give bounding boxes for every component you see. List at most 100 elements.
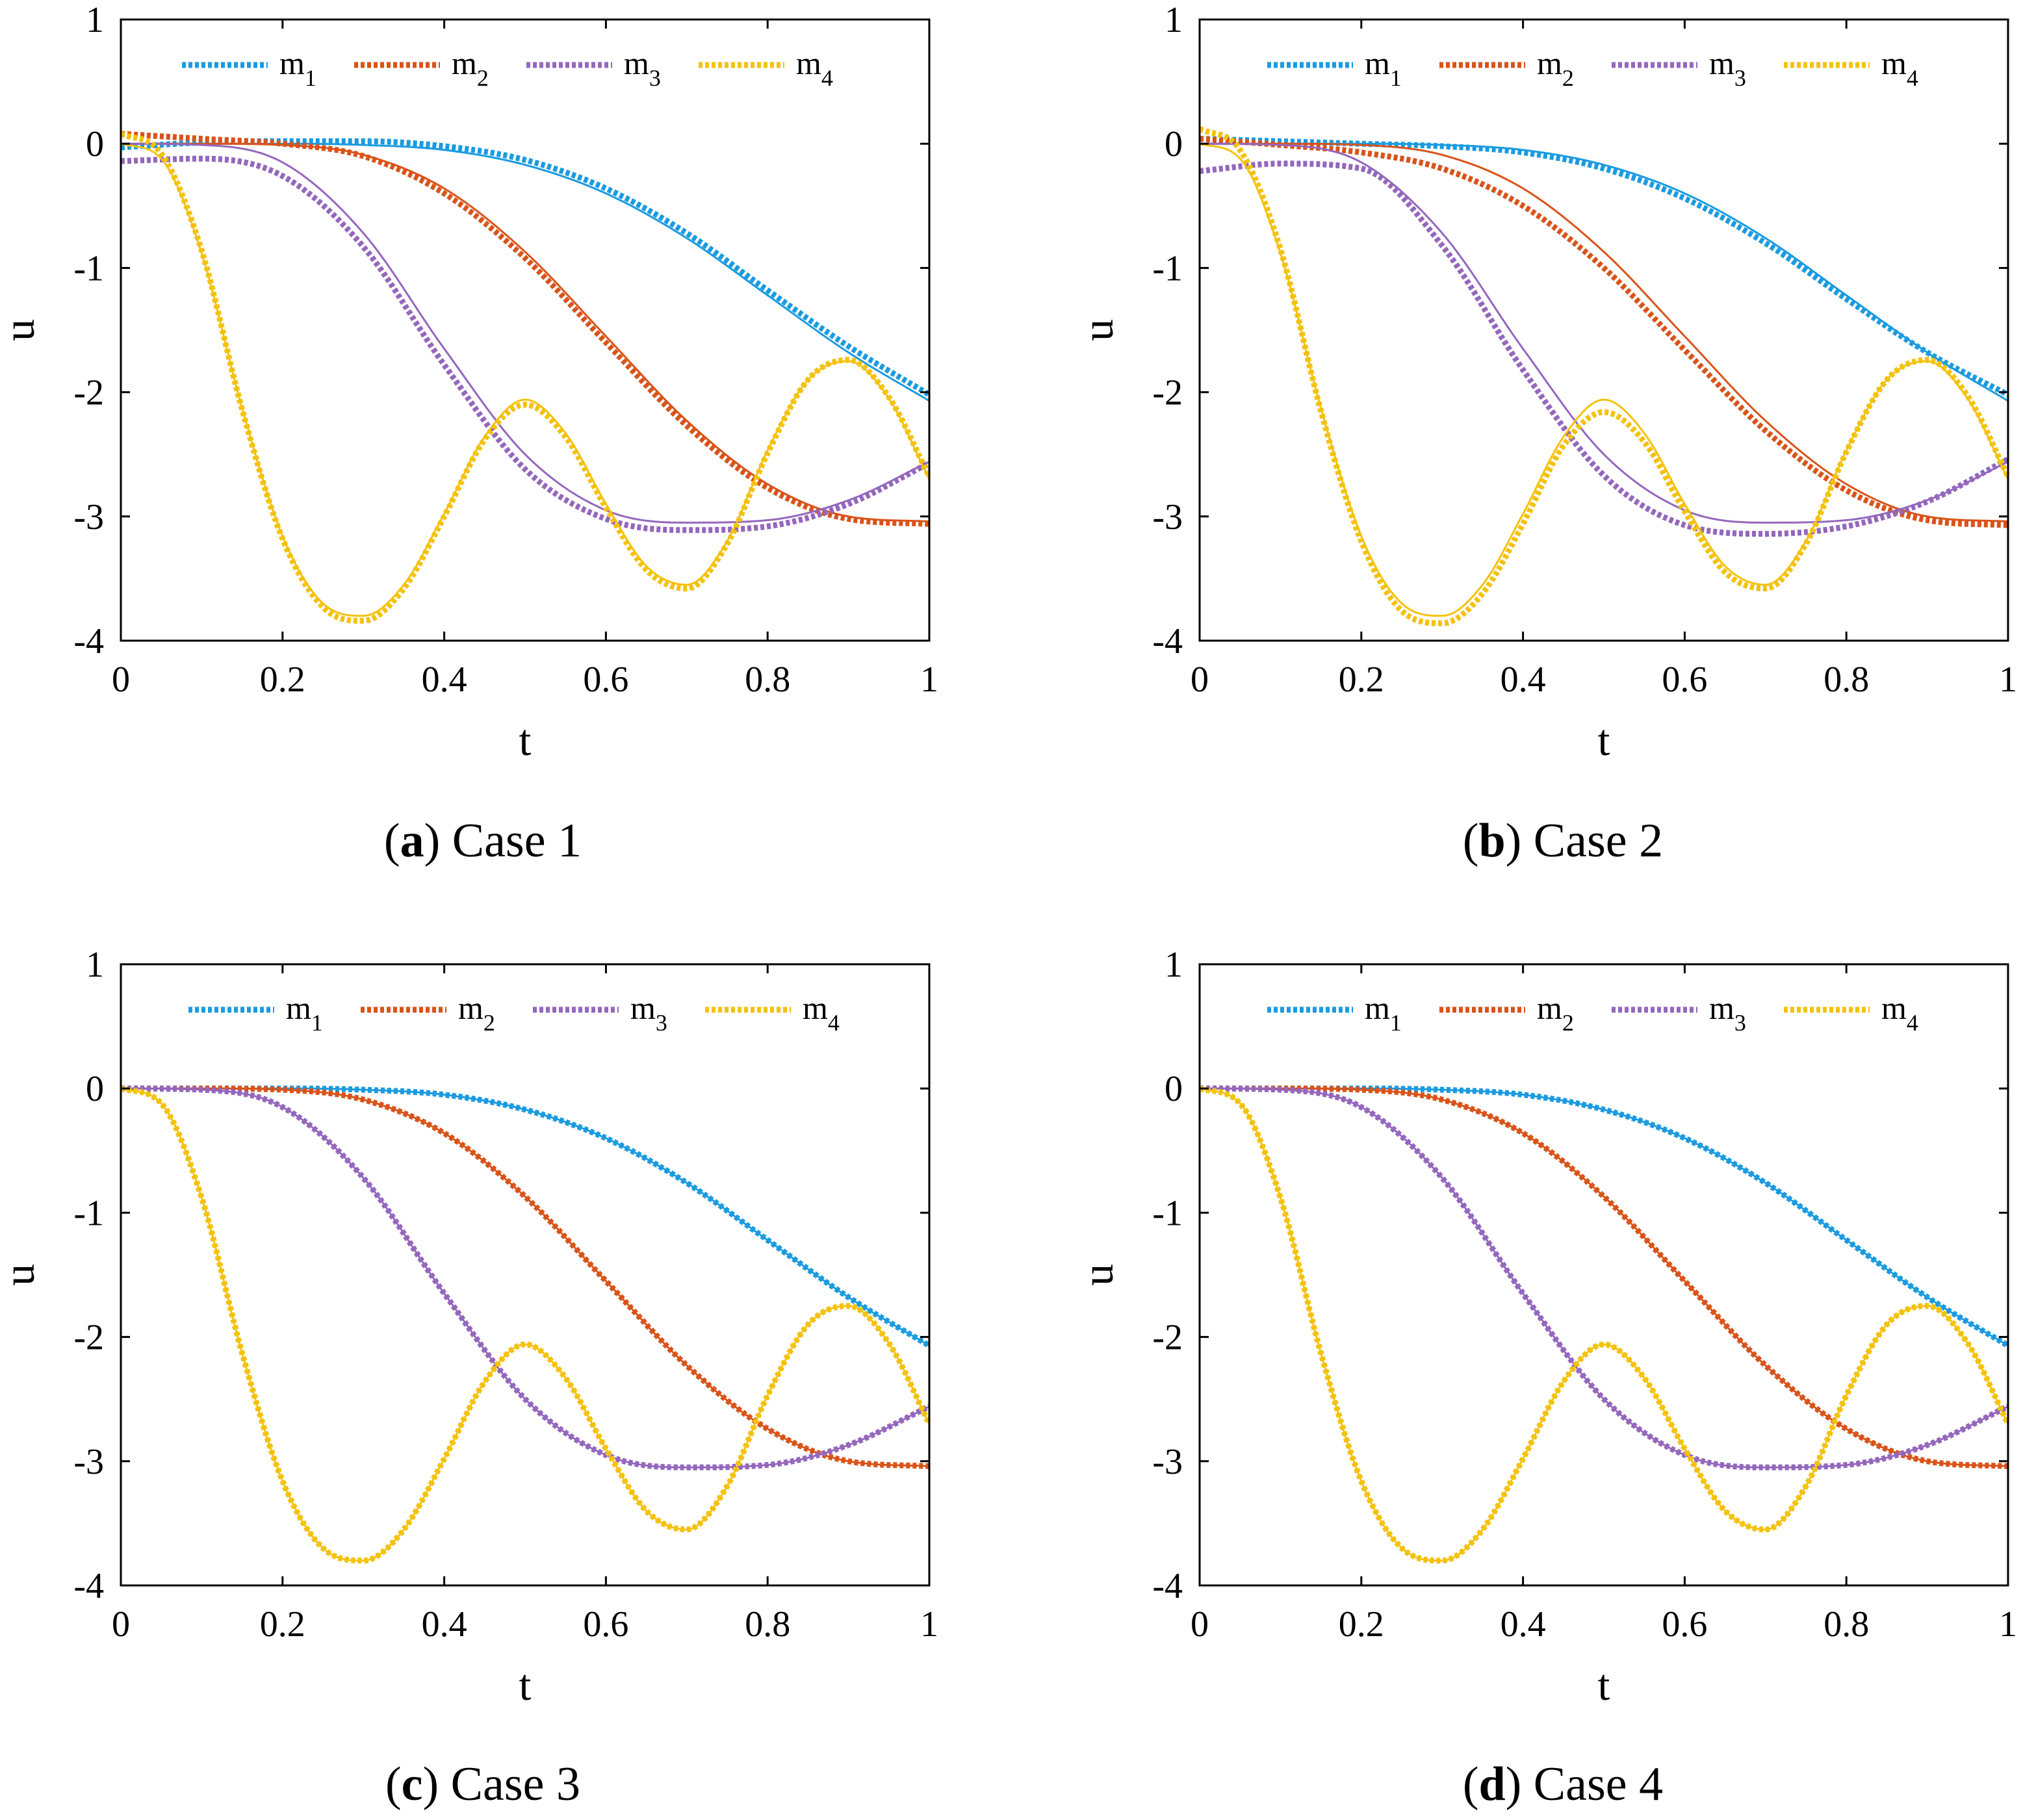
- x-axis-label: t: [519, 1660, 532, 1710]
- curves: [1198, 1085, 2011, 1564]
- x-tick-label: 0.6: [583, 660, 628, 700]
- series-3-exact-line: [1200, 142, 2009, 524]
- legend-entry-subscript: 4: [1907, 65, 1918, 91]
- x-tick-label: 1: [1999, 1604, 2017, 1645]
- x-tick-label: 0.6: [583, 1604, 628, 1645]
- y-tick-label: -1: [73, 248, 104, 288]
- series-3-approx-line: [1199, 160, 2010, 537]
- x-tick-label: 0: [1191, 660, 1209, 700]
- legend-entry-subscript: 3: [649, 65, 661, 91]
- y-tick-label: -1: [1152, 248, 1183, 288]
- legend-entry-3: m3: [624, 45, 661, 91]
- y-tick-label: -3: [73, 497, 104, 537]
- series-2-approx-line: [1199, 136, 2009, 528]
- curves: [120, 131, 933, 624]
- x-tick-label: 0.8: [1823, 1604, 1869, 1645]
- x-tick-label: 0.4: [422, 660, 467, 700]
- legend-entry-2: m2: [1537, 45, 1574, 91]
- legend-entry-subscript: 3: [1734, 1010, 1746, 1036]
- series-3-exact-line: [1200, 1087, 2009, 1468]
- x-tick-label: 0: [1191, 1604, 1209, 1645]
- legend-entry-1: m1: [279, 45, 316, 91]
- series-3-exact-line: [121, 142, 930, 524]
- series-1-approx-line: [1199, 136, 2010, 398]
- legend: m1 m2 m3 m4: [1267, 45, 1918, 91]
- legend-entry-2: m2: [458, 990, 495, 1036]
- y-tick-label: -2: [73, 373, 104, 413]
- series-2-exact-line: [121, 1087, 930, 1467]
- legend-entry-3: m3: [1709, 990, 1746, 1036]
- caption-b: (b) Case 2: [1462, 814, 1664, 867]
- x-tick-label: 1: [1999, 660, 2017, 700]
- x-tick-label: 0.8: [745, 660, 790, 700]
- caption-letter: a: [400, 814, 424, 867]
- legend-entry-subscript: 2: [1562, 1010, 1574, 1036]
- y-tick-label: -3: [1152, 1442, 1183, 1482]
- series-3-approx-line: [120, 155, 931, 533]
- series-4-approx-line: [120, 131, 933, 624]
- x-tick-label: 0.6: [1662, 1604, 1707, 1645]
- series-4-approx-line: [1198, 1085, 2011, 1564]
- series-1-approx-line: [1200, 1085, 2010, 1348]
- caption-a: (a) Case 1: [383, 814, 582, 867]
- legend-entry-1: m1: [1365, 990, 1402, 1036]
- series-4-exact-line: [120, 1087, 931, 1562]
- y-tick-label: 1: [1165, 0, 1183, 40]
- series-1-approx-line: [120, 138, 931, 398]
- y-axis-label: u: [1079, 319, 1122, 341]
- y-tick-label: 1: [86, 945, 104, 985]
- x-tick-label: 0.2: [1339, 1604, 1384, 1645]
- caption-letter: d: [1478, 1758, 1506, 1811]
- panel-a: 0 0.2 0.4 0.6 0.8 1 -4 -3 -2 -1 0 1 t u m1 m2 m3 m4 (a) C…: [0, 0, 1011, 908]
- x-tick-label: 0.4: [1501, 660, 1546, 700]
- series-2-exact-line: [1200, 1087, 2009, 1467]
- panel-b: 0 0.2 0.4 0.6 0.8 1 -4 -3 -2 -1 0 1 t u m1 m2 m3 m4 (b) C…: [1073, 0, 2023, 908]
- y-tick-label: -2: [73, 1318, 104, 1358]
- caption-title: Case 1: [452, 814, 582, 867]
- y-tick-label: 1: [86, 0, 104, 40]
- legend-entry-subscript: 4: [821, 65, 833, 91]
- x-tick-label: 0.8: [1823, 660, 1869, 700]
- legend-entry-subscript: 4: [1907, 1010, 1918, 1036]
- y-tick-label: 0: [1165, 1069, 1183, 1109]
- legend-entry-subscript: 3: [656, 1010, 667, 1036]
- series-2-exact-line: [1200, 142, 2009, 522]
- panel-c: 0 0.2 0.4 0.6 0.8 1 -4 -3 -2 -1 0 1 t u m1 m2 m3 m4 (c) C…: [0, 945, 1011, 1817]
- series-2-exact-line: [121, 142, 930, 522]
- legend-entry-subscript: 4: [828, 1010, 840, 1036]
- chart-b: 0 0.2 0.4 0.6 0.8 1 -4 -3 -2 -1 0 1 t u m1 m2 m3 m4: [1073, 0, 2017, 765]
- caption-title: Case 4: [1533, 1758, 1664, 1811]
- series-1-exact-line: [121, 142, 930, 402]
- series-3-exact-line: [121, 1087, 930, 1468]
- curves: [1198, 126, 2011, 626]
- legend-entry-3: m3: [1709, 45, 1746, 91]
- series-4-exact-line: [1199, 1087, 2009, 1562]
- x-tick-label: 1: [920, 660, 938, 700]
- legend-entry-subscript: 2: [477, 65, 489, 91]
- legend-entry-1: m1: [1365, 45, 1402, 91]
- legend: m1 m2 m3 m4: [1267, 990, 1918, 1036]
- legend-entry-4: m4: [1881, 45, 1918, 91]
- axes-box: [120, 963, 931, 1587]
- y-tick-label: 0: [1165, 124, 1183, 164]
- axes-box: [1198, 963, 2009, 1587]
- x-tick-label: 0.2: [260, 660, 305, 700]
- legend-entry-subscript: 2: [483, 1010, 495, 1036]
- x-tick-label: 0.8: [745, 1604, 790, 1645]
- x-tick-label: 0.2: [260, 1604, 305, 1645]
- x-tick-label: 0.4: [422, 1604, 467, 1645]
- y-tick-label: -4: [73, 621, 104, 661]
- axes-box: [1198, 18, 2009, 642]
- series-1-exact-line: [1200, 1087, 2009, 1347]
- caption-title: Case 3: [450, 1758, 581, 1811]
- series-1-exact-line: [1200, 142, 2009, 402]
- curves: [120, 1085, 933, 1564]
- y-tick-label: -4: [1152, 1566, 1183, 1606]
- legend: m1 m2 m3 m4: [182, 45, 833, 91]
- x-axis-label: t: [1598, 715, 1610, 765]
- chart-d: 0 0.2 0.4 0.6 0.8 1 -4 -3 -2 -1 0 1 t u m1 m2 m3 m4: [1073, 945, 2017, 1710]
- legend: m1 m2 m3 m4: [188, 990, 840, 1036]
- y-tick-label: -3: [1152, 497, 1183, 537]
- y-tick-label: 1: [1165, 945, 1183, 985]
- legend-entry-2: m2: [452, 45, 489, 91]
